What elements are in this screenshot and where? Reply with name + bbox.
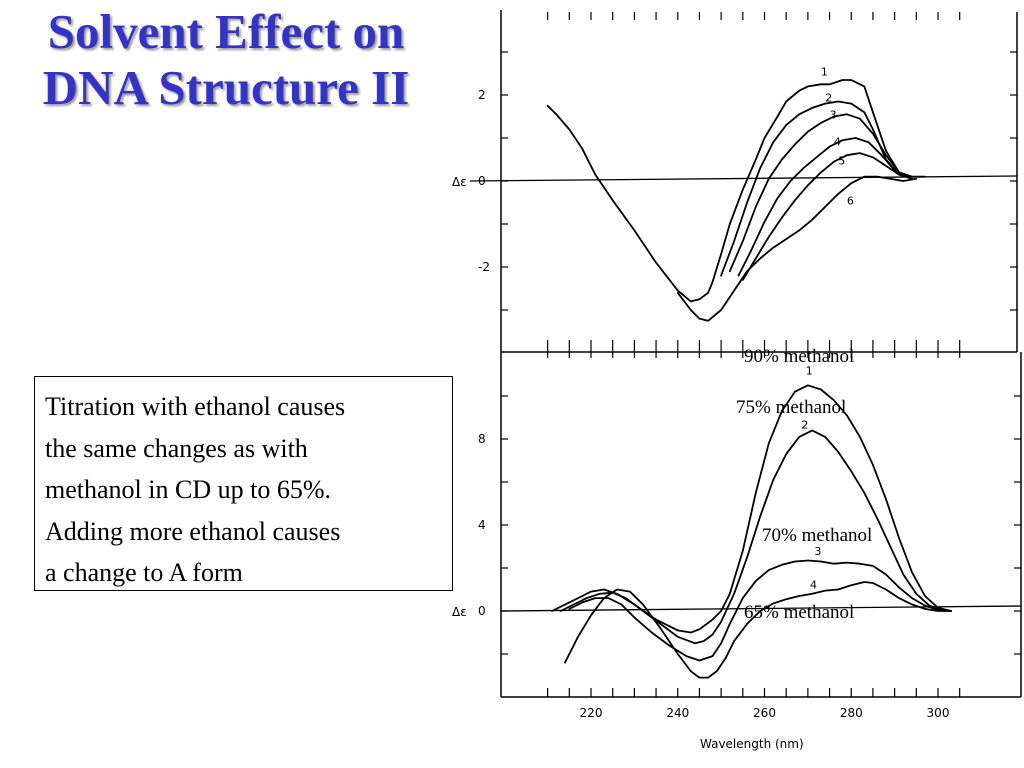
x-axis-title: Wavelength (nm) — [700, 737, 804, 751]
slide-title: Solvent Effect on DNA Structure II — [0, 4, 452, 116]
lower-series-4-line — [564, 581, 952, 679]
annotation-75-methanol: 75% methanol — [736, 397, 846, 418]
upper-curve-label-4: 4 — [834, 136, 841, 149]
explanation-text-box: Titration with ethanol causes the same c… — [34, 376, 453, 591]
upper-series-4-line — [737, 137, 909, 277]
lower-axis-tick-labels: 0 4 8 220 240 260 280 300 — [478, 432, 949, 720]
x-tick-label: 240 — [666, 706, 689, 720]
upper-panel-curves — [546, 79, 926, 322]
x-tick-label: 260 — [753, 706, 776, 720]
upper-curve-label-3: 3 — [830, 109, 837, 122]
body-line: methanol in CD up to 65%. — [45, 475, 331, 504]
upper-panel-frame — [500, 10, 1018, 353]
upper-series-5-line — [741, 152, 913, 281]
curve-number-labels: 1 2 3 4 5 6 1 2 3 4 — [801, 66, 854, 592]
lower-series-3-line — [568, 559, 952, 662]
upper-series-6-line — [676, 175, 918, 322]
lower-curve-label-3: 3 — [814, 545, 821, 558]
upper-series-2-line — [720, 100, 913, 277]
upper-series-1-line — [546, 79, 926, 303]
annotation-90-methanol: 90% methanol — [744, 346, 854, 367]
lower-y-tick-label: 4 — [478, 518, 486, 532]
upper-y-tick-label: 0 — [478, 174, 486, 188]
x-tick-label: 220 — [580, 706, 603, 720]
lower-y-axis-label: Δε — [452, 605, 467, 619]
annotation-70-methanol: 70% methanol — [762, 525, 872, 546]
upper-curve-label-5: 5 — [838, 155, 845, 168]
lower-y-tick-label: 0 — [478, 604, 486, 618]
upper-zero-baseline — [469, 175, 1018, 182]
x-tick-label: 280 — [840, 706, 863, 720]
upper-y-tick-labels: -2 0 2 — [478, 88, 490, 274]
lower-curve-label-1: 1 — [806, 365, 813, 378]
upper-curve-label-6: 6 — [847, 195, 854, 208]
upper-y-tick-label: -2 — [478, 260, 490, 274]
slide-title-line-1: Solvent Effect on — [47, 4, 405, 59]
axis-ticks — [501, 12, 1021, 697]
annotation-65-methanol: 65% methanol — [744, 602, 854, 623]
x-tick-label: 300 — [927, 706, 950, 720]
body-line: Titration with ethanol causes — [45, 392, 346, 421]
upper-y-tick-label: 2 — [478, 88, 486, 102]
body-line: a change to A form — [45, 558, 243, 587]
lower-panel-curves — [551, 384, 952, 679]
lower-series-1-line — [551, 384, 952, 634]
lower-series-2-line — [559, 429, 952, 645]
upper-curve-label-2: 2 — [825, 92, 832, 105]
body-line: the same changes as with — [45, 433, 308, 463]
upper-series-3-line — [728, 113, 913, 273]
body-line: Adding more ethanol causes — [45, 516, 341, 546]
lower-curve-label-2: 2 — [801, 418, 808, 431]
slide-title-line-2: DNA Structure II — [42, 60, 410, 115]
lower-curve-label-4: 4 — [810, 578, 817, 591]
lower-y-tick-label: 8 — [478, 432, 486, 446]
upper-y-axis-label: Δε — [452, 175, 467, 189]
upper-curve-label-1: 1 — [821, 66, 828, 79]
